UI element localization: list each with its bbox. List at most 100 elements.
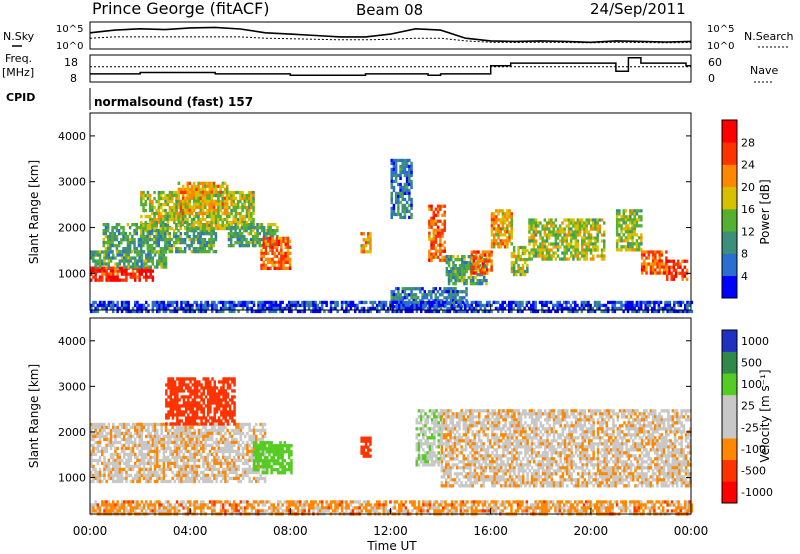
velocity-cell [230,446,234,451]
power-cell [131,275,135,279]
velocity-cell [219,461,223,466]
velocity-cell [101,446,104,451]
power-cell [592,224,595,228]
power-cell [256,223,259,227]
velocity-cell [263,428,267,433]
power-cell [532,233,536,237]
power-cell [183,232,187,236]
power-cell [470,303,474,308]
power-cell [199,181,203,185]
velocity-cell [226,443,229,448]
power-cell [155,217,158,222]
power-cell [201,193,205,197]
power-cells [90,158,694,314]
velocity-cell [167,377,170,381]
velocity-cell [134,440,137,445]
velocity-cell [140,467,144,472]
power-cell [409,300,412,305]
power-cell [280,236,283,240]
power-cell [405,176,409,181]
power-cell [181,223,185,227]
velocity-cell [96,473,100,478]
power-cell [399,176,402,181]
power-cell [408,287,411,291]
velocity-cell [233,428,236,433]
power-cell [565,306,568,311]
power-cell [499,242,502,246]
power-cell [644,306,647,311]
power-cell [598,218,602,222]
power-cell [620,230,623,234]
power-cell [181,217,185,222]
power-cell [432,246,435,250]
power-cell [179,217,183,222]
power-cell [170,238,174,242]
power-cell [445,296,448,300]
power-cell [252,309,256,314]
power-cell [247,244,250,248]
power-cell [148,217,152,222]
power-cell [395,303,399,308]
power-cell [402,303,405,308]
power-cell [164,244,167,248]
power-cell [120,309,124,314]
power-cell [466,300,469,305]
power-cell [657,300,661,305]
power-cell [195,220,198,225]
power-cell [199,247,202,251]
velocity-cell [169,422,172,426]
power-cell [136,309,139,314]
power-cell [618,233,621,237]
velocity-cell [116,425,119,430]
velocity-cell [134,428,137,433]
power-cell [574,233,577,237]
power-cell [567,257,571,261]
velocity-cell [202,473,205,478]
power-cell [188,223,191,227]
power-cell [228,205,231,210]
velocity-cell [200,440,203,445]
velocity-cell [222,434,225,439]
velocity-cell [219,446,223,451]
power-cell [688,309,691,314]
velocity-cell [200,452,203,457]
power-cell [403,185,407,190]
power-cell [626,218,630,222]
velocity-cell [197,458,201,463]
power-cell [543,303,546,308]
velocity-cell [94,425,97,430]
power-cell [508,230,511,234]
power-cell [369,306,372,311]
power-cell [208,193,211,197]
power-cell [294,300,298,305]
power-cell [234,214,238,219]
power-cell [208,214,211,219]
power-cell [323,309,326,314]
power-cell [528,227,531,231]
power-cell [485,279,488,283]
power-cell [247,232,250,236]
velocity-cell [215,476,218,481]
power-cell [208,232,211,236]
power-cell [271,257,274,261]
power-cell [470,300,474,305]
power-cell [147,259,150,263]
power-cell [105,272,108,276]
power-cell [559,224,562,228]
velocity-cell [211,470,214,475]
power-cell [166,202,169,207]
power-cell [640,239,643,243]
power-cell [254,244,257,248]
power-cell [140,199,143,204]
power-cell [408,173,411,178]
power-cell [131,309,135,314]
velocity-cell [178,467,181,472]
power-cell [521,263,525,268]
power-cell [633,230,636,234]
power-cell [490,265,493,269]
power-cell [142,190,145,195]
power-cell [120,272,124,276]
velocity-cell [184,470,188,475]
power-cell [109,259,113,263]
velocity-cell [246,461,249,466]
